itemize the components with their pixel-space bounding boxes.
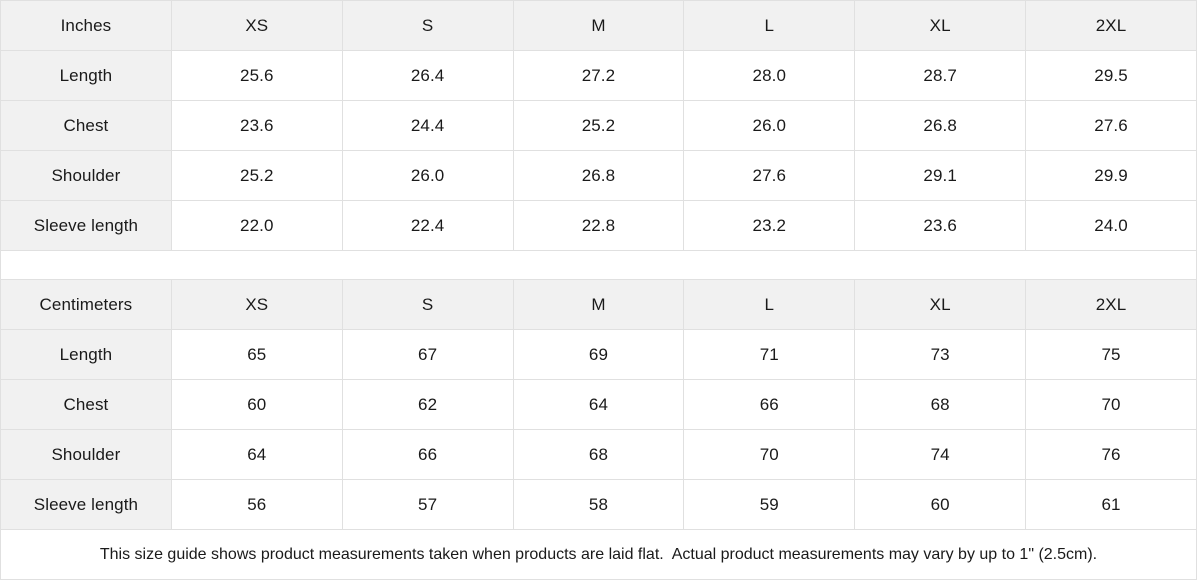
measurement-value-cell: 62 — [341, 379, 514, 430]
measurement-value-cell: 60 — [170, 379, 343, 430]
measurement-value-cell: 76 — [1025, 429, 1197, 480]
measurement-value-cell: 27.6 — [1025, 100, 1197, 151]
measurement-value-cell: 70 — [1025, 379, 1197, 430]
measurement-value-cell: 23.6 — [854, 200, 1027, 251]
row-label-cell: Sleeve length — [0, 479, 172, 530]
measurement-value-cell: 64 — [170, 429, 343, 480]
size-column-header: 2XL — [1025, 279, 1197, 330]
measurement-row: Shoulder 25.2 26.0 26.8 27.6 29.1 29.9 — [0, 150, 1197, 201]
measurement-value-cell: 26.0 — [341, 150, 514, 201]
size-header-row: Inches XS S M L XL 2XL — [0, 0, 1197, 51]
row-label-cell: Chest — [0, 100, 172, 151]
measurement-value-cell: 70 — [683, 429, 856, 480]
measurement-value-cell: 23.6 — [170, 100, 343, 151]
size-column-header: M — [512, 279, 685, 330]
row-label-cell: Sleeve length — [0, 200, 172, 251]
measurement-value-cell: 59 — [683, 479, 856, 530]
measurement-row: Length 25.6 26.4 27.2 28.0 28.7 29.5 — [0, 50, 1197, 101]
measurement-row: Chest 23.6 24.4 25.2 26.0 26.8 27.6 — [0, 100, 1197, 151]
row-label-cell: Shoulder — [0, 429, 172, 480]
inches-table-head: Inches XS S M L XL 2XL — [0, 0, 1197, 51]
measurement-row: Sleeve length 22.0 22.4 22.8 23.2 23.6 24.0 — [0, 200, 1197, 251]
measurement-value-cell: 24.0 — [1025, 200, 1197, 251]
measurement-value-cell: 57 — [341, 479, 514, 530]
measurement-value-cell: 29.9 — [1025, 150, 1197, 201]
measurement-value-cell: 66 — [341, 429, 514, 480]
measurement-value-cell: 22.8 — [512, 200, 685, 251]
size-column-header: 2XL — [1025, 0, 1197, 51]
size-header-row: Centimeters XS S M L XL 2XL — [0, 279, 1197, 330]
inches-table: Inches XS S M L XL 2XL Length 25.6 26.4 27.2 28.0 2… — [0, 0, 1197, 251]
measurement-row: Sleeve length 56 57 58 59 60 61 — [0, 479, 1197, 530]
size-column-header: M — [512, 0, 685, 51]
measurement-value-cell: 73 — [854, 329, 1027, 380]
size-column-header: S — [341, 0, 514, 51]
measurement-value-cell: 61 — [1025, 479, 1197, 530]
row-label-cell: Length — [0, 50, 172, 101]
centimeters-table-body: Length 65 67 69 71 73 75 Chest 60 62 64 66 68 70 Shoul… — [0, 329, 1197, 530]
row-label-cell: Shoulder — [0, 150, 172, 201]
measurement-value-cell: 29.1 — [854, 150, 1027, 201]
size-column-header: XL — [854, 279, 1027, 330]
measurement-value-cell: 27.6 — [683, 150, 856, 201]
measurement-value-cell: 75 — [1025, 329, 1197, 380]
measurement-value-cell: 56 — [170, 479, 343, 530]
measurement-value-cell: 23.2 — [683, 200, 856, 251]
measurement-row: Shoulder 64 66 68 70 74 76 — [0, 429, 1197, 480]
measurement-value-cell: 68 — [512, 429, 685, 480]
measurement-value-cell: 60 — [854, 479, 1027, 530]
measurement-value-cell: 28.0 — [683, 50, 856, 101]
measurement-value-cell: 26.0 — [683, 100, 856, 151]
size-column-header: L — [683, 0, 856, 51]
unit-header-cell: Centimeters — [0, 279, 172, 330]
measurement-value-cell: 26.8 — [854, 100, 1027, 151]
measurement-value-cell: 25.2 — [512, 100, 685, 151]
measurement-value-cell: 67 — [341, 329, 514, 380]
unit-header-cell: Inches — [0, 0, 172, 51]
measurement-value-cell: 64 — [512, 379, 685, 430]
measurement-value-cell: 25.2 — [170, 150, 343, 201]
size-column-header: XS — [170, 279, 343, 330]
measurement-value-cell: 71 — [683, 329, 856, 380]
measurement-value-cell: 26.4 — [341, 50, 514, 101]
size-column-header: XS — [170, 0, 343, 51]
inches-table-body: Length 25.6 26.4 27.2 28.0 28.7 29.5 Chest 23.6 2… — [0, 50, 1197, 251]
measurement-value-cell: 58 — [512, 479, 685, 530]
size-guide-footnote: This size guide shows product measuremen… — [0, 530, 1197, 580]
measurement-row: Length 65 67 69 71 73 75 — [0, 329, 1197, 380]
measurement-value-cell: 68 — [854, 379, 1027, 430]
measurement-value-cell: 74 — [854, 429, 1027, 480]
measurement-value-cell: 27.2 — [512, 50, 685, 101]
size-column-header: L — [683, 279, 856, 330]
size-column-header: S — [341, 279, 514, 330]
row-label-cell: Length — [0, 329, 172, 380]
measurement-value-cell: 69 — [512, 329, 685, 380]
measurement-row: Chest 60 62 64 66 68 70 — [0, 379, 1197, 430]
measurement-value-cell: 28.7 — [854, 50, 1027, 101]
measurement-value-cell: 24.4 — [341, 100, 514, 151]
measurement-value-cell: 29.5 — [1025, 50, 1197, 101]
row-label-cell: Chest — [0, 379, 172, 430]
centimeters-table: Centimeters XS S M L XL 2XL Length 65 67 69 71 73 75… — [0, 279, 1197, 530]
measurement-value-cell: 25.6 — [170, 50, 343, 101]
measurement-value-cell: 66 — [683, 379, 856, 430]
measurement-value-cell: 65 — [170, 329, 343, 380]
measurement-value-cell: 22.0 — [170, 200, 343, 251]
table-spacer — [0, 251, 1197, 279]
size-column-header: XL — [854, 0, 1027, 51]
centimeters-table-head: Centimeters XS S M L XL 2XL — [0, 279, 1197, 330]
measurement-value-cell: 26.8 — [512, 150, 685, 201]
measurement-value-cell: 22.4 — [341, 200, 514, 251]
